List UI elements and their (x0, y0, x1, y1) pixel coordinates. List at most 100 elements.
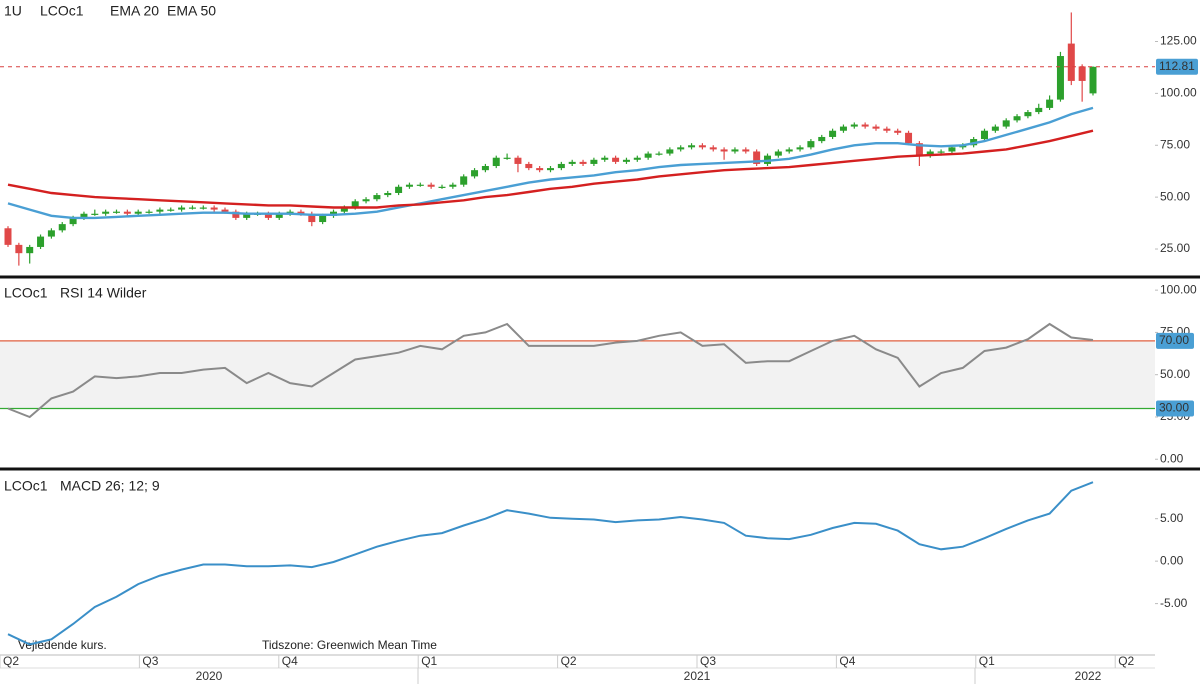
candle-body (612, 157, 620, 162)
level-label: 30.00 (1159, 401, 1189, 415)
candle-body (883, 128, 891, 131)
x-tick-label: Q3 (700, 654, 716, 668)
x-tick-label: Q2 (1118, 654, 1134, 668)
candle-body (633, 157, 641, 160)
candle-body (373, 195, 381, 200)
y-tick-label: 0.00 (1160, 553, 1184, 567)
candle-body (829, 130, 837, 137)
candle-body (145, 211, 153, 213)
candle-body (384, 192, 392, 196)
candle-body (839, 126, 847, 131)
candle-body (872, 126, 880, 129)
year-label: 2021 (684, 669, 711, 683)
symbol-label: LCOc1 (40, 3, 84, 19)
candle-body (915, 143, 923, 156)
candle-body (26, 246, 34, 254)
candle-body (69, 217, 77, 225)
candle-body (579, 161, 587, 164)
candle-body (80, 213, 88, 218)
candle-body (178, 207, 186, 210)
candle-body (742, 149, 750, 152)
candle-body (264, 213, 272, 218)
legend-label: RSI 14 Wilder (60, 285, 147, 301)
candle-body (1067, 43, 1075, 81)
candle-body (1089, 66, 1097, 94)
x-tick-label: Q4 (839, 654, 855, 668)
candle-body (395, 186, 403, 193)
y-tick-label: -5.00 (1160, 596, 1188, 610)
candle-body (622, 159, 630, 162)
candle-body (460, 176, 468, 185)
candle-body (113, 211, 120, 213)
candle-body (427, 184, 435, 187)
legend-label: EMA 20 (110, 3, 159, 19)
candle-body (1002, 120, 1010, 127)
candle-body (601, 157, 609, 160)
candle-body (210, 207, 218, 210)
candle-body (15, 244, 23, 254)
legend-label: MACD 26; 12; 9 (60, 478, 160, 494)
x-tick-label: Q4 (282, 654, 298, 668)
level-box (1156, 400, 1194, 417)
series-line (7, 322, 1094, 419)
x-tick-label: Q3 (142, 654, 158, 668)
candle-body (340, 207, 348, 212)
last-price-label: 112.81 (1159, 59, 1195, 73)
y-tick-label: 0.00 (1160, 451, 1184, 465)
candle-body (861, 124, 869, 127)
candle-body (351, 201, 359, 208)
candle-body (948, 147, 956, 152)
candle-body (37, 236, 45, 247)
year-label: 2022 (1075, 669, 1102, 683)
candle-body (503, 157, 511, 159)
candle-body (91, 213, 99, 215)
candle-body (807, 141, 815, 148)
y-tick-label: 5.00 (1160, 511, 1184, 525)
candle-body (4, 228, 12, 245)
candle-body (308, 213, 316, 223)
legend-label: EMA 50 (167, 3, 216, 19)
footnote: Tidszone: Greenwich Mean Time (262, 638, 437, 652)
candle-body (785, 149, 793, 152)
candle-body (481, 166, 489, 171)
candle-body (937, 151, 945, 153)
candle-body (1046, 99, 1054, 108)
x-tick-label: Q2 (3, 654, 19, 668)
year-label: 2020 (196, 669, 223, 683)
candle-body (644, 153, 652, 158)
candle-body (243, 213, 251, 218)
candle-body (655, 153, 663, 155)
candle-body (753, 151, 761, 164)
candle-body (102, 211, 110, 214)
candle-body (991, 126, 999, 131)
candle-body (677, 147, 685, 150)
candle-body (666, 149, 674, 154)
candle-body (134, 211, 142, 214)
y-tick-label: 50.00 (1160, 189, 1190, 203)
candle-body (47, 230, 55, 237)
candle-body (926, 151, 934, 156)
last-price-box (1156, 58, 1198, 75)
candle-body (731, 149, 739, 152)
candle-body (319, 215, 327, 223)
y-tick-label: 100.00 (1160, 86, 1197, 100)
candle-body (492, 157, 500, 167)
candle-body (297, 211, 305, 214)
series-line (7, 129, 1094, 209)
candle-body (688, 145, 696, 148)
candle-body (58, 224, 66, 231)
candle-body (1035, 107, 1043, 113)
y-tick-label: 25.00 (1160, 241, 1190, 255)
series-line (7, 106, 1094, 220)
interval-label: 1U (4, 3, 22, 19)
candle-body (1024, 112, 1032, 117)
level-band (0, 340, 1155, 409)
candle-body (547, 168, 554, 171)
candle-body (1013, 116, 1021, 121)
y-tick-label: 125.00 (1160, 34, 1197, 48)
y-tick-label: 100.00 (1160, 282, 1197, 296)
symbol-label: LCOc1 (4, 478, 48, 494)
candle-body (774, 151, 782, 156)
x-tick-label: Q1 (421, 654, 437, 668)
